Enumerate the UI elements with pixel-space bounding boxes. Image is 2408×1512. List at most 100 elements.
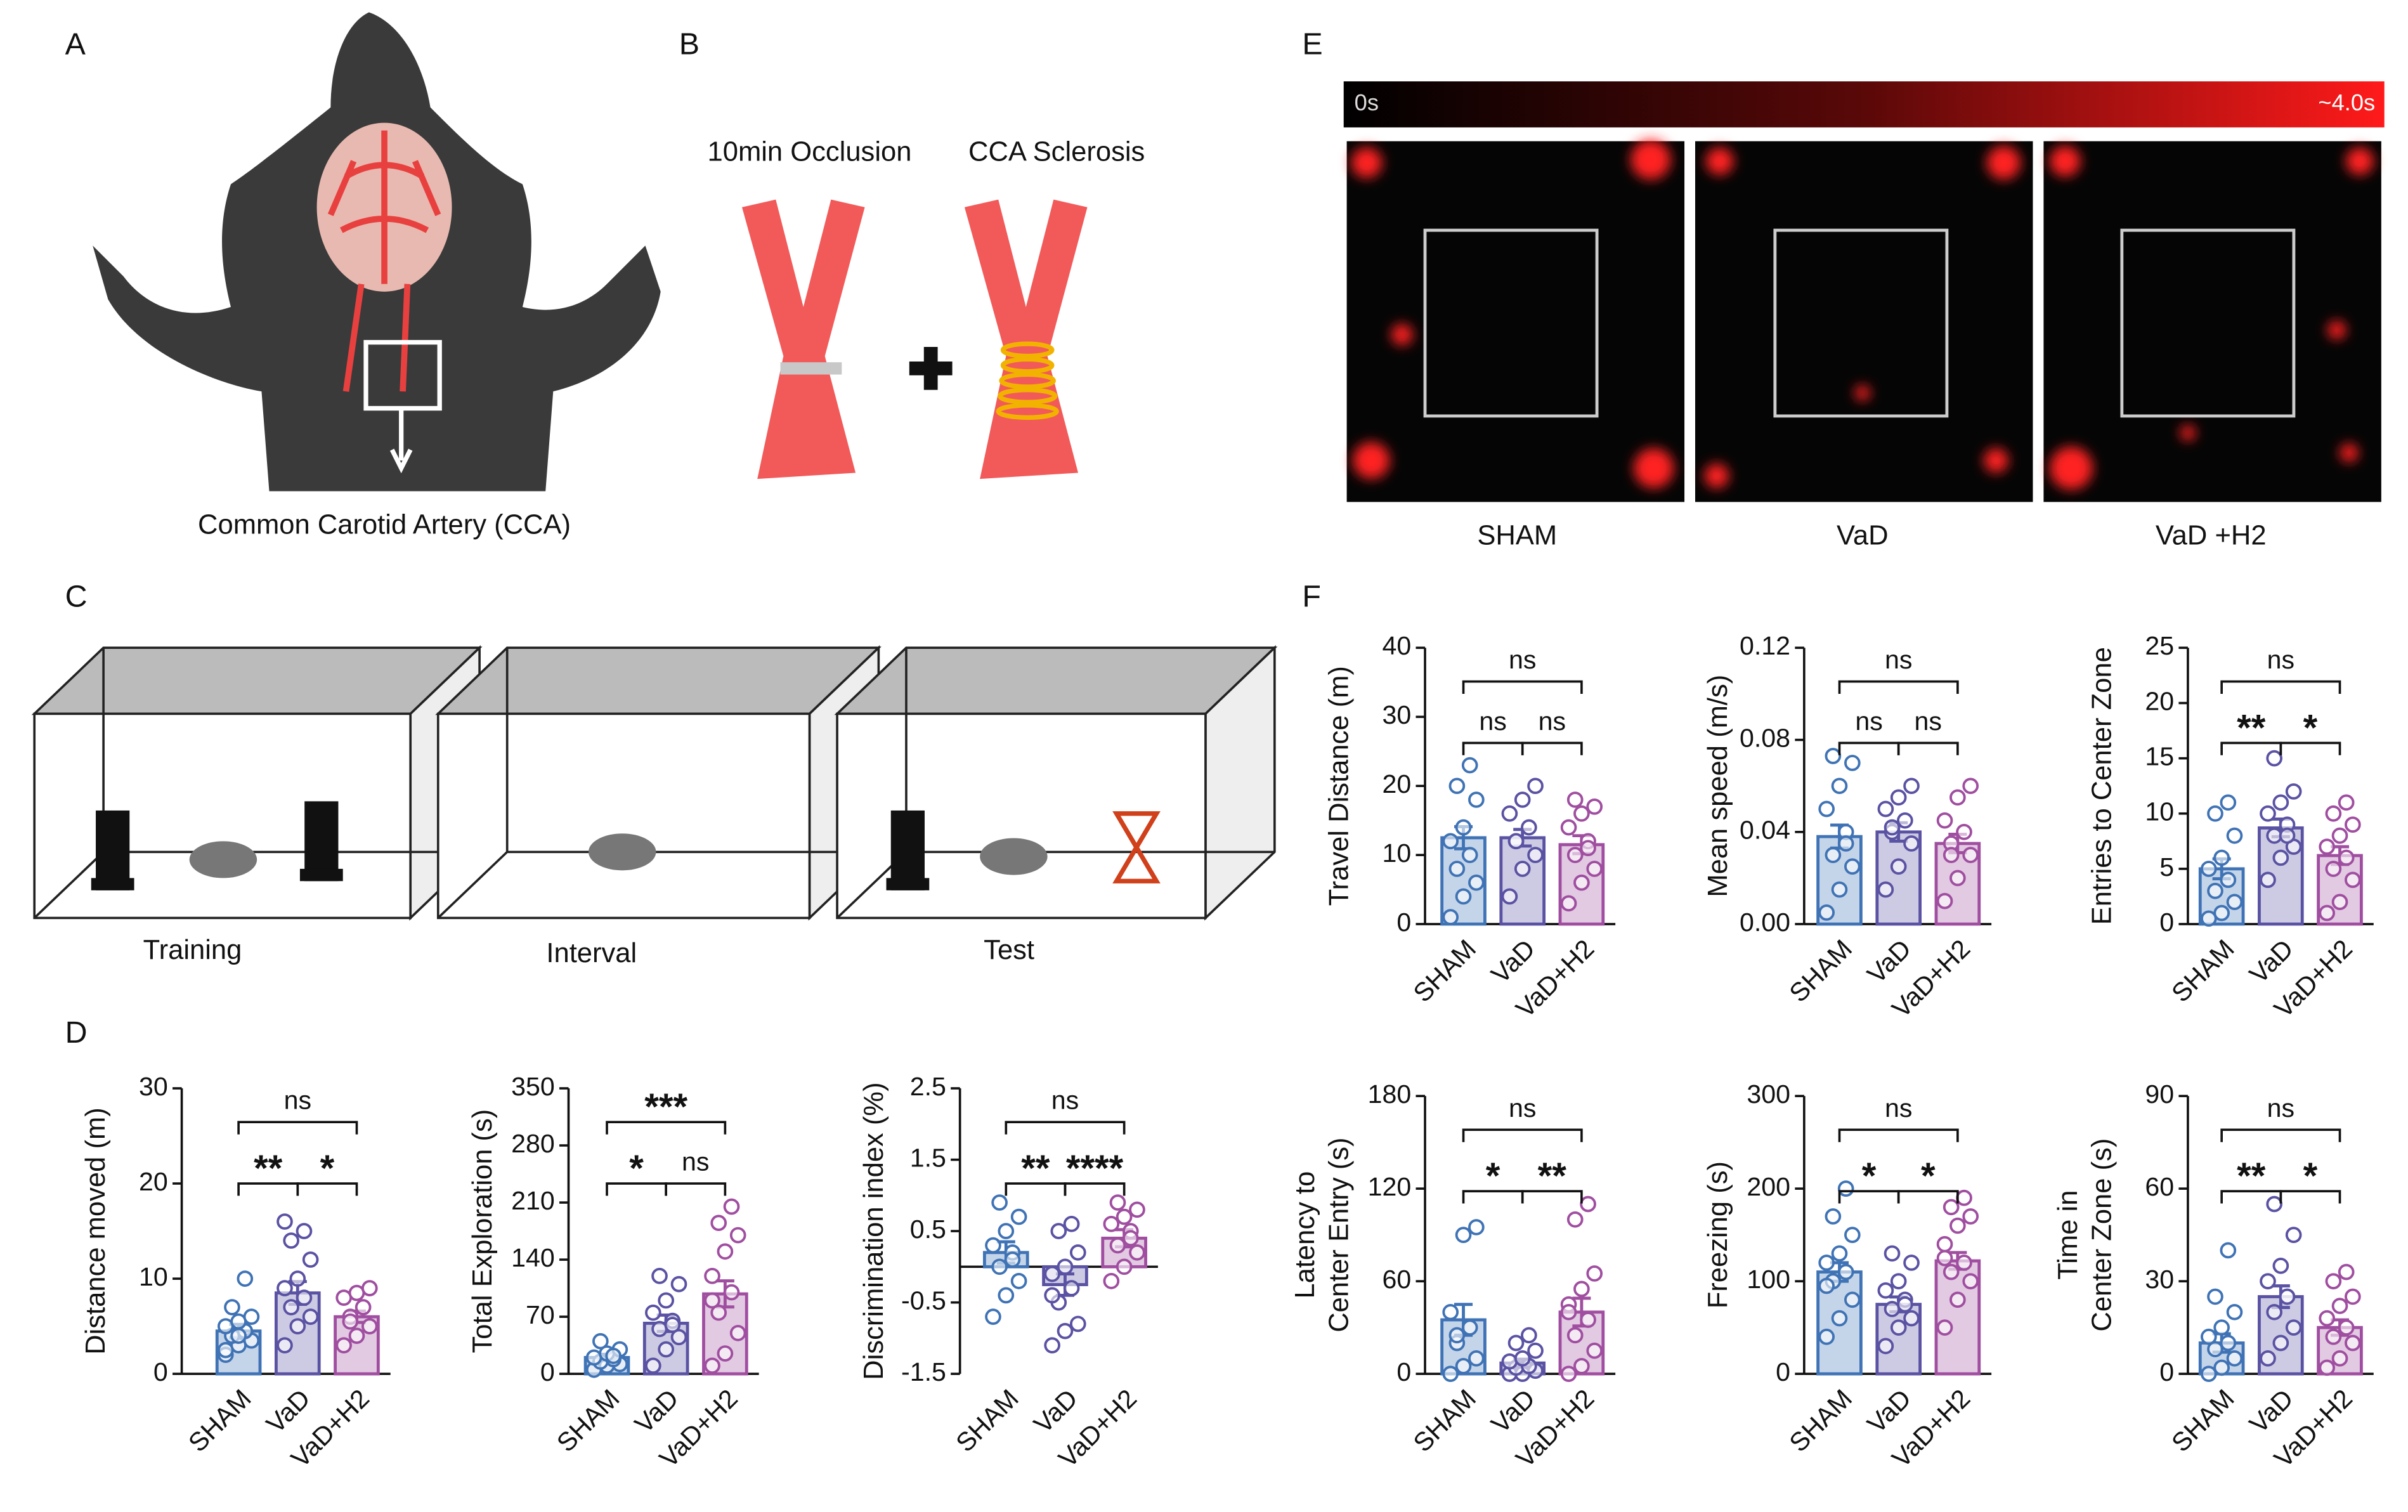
y-tick-label: 0 [540, 1357, 555, 1386]
data-point [1903, 1310, 1920, 1327]
y-axis-label: Total Exploration (s) [467, 1109, 498, 1353]
y-tick-label: 20 [1382, 769, 1411, 798]
data-point [2260, 1350, 2276, 1367]
label: CCA Sclerosis [968, 137, 1145, 167]
significance-label: * [1486, 1156, 1500, 1197]
label: Training [143, 935, 242, 965]
data-point [1573, 1281, 1590, 1298]
data-point [2319, 838, 2336, 855]
data-point [1116, 1208, 1133, 1225]
significance-bracket [1521, 1190, 1583, 1204]
data-point [1103, 1216, 1120, 1232]
y-tick-label: 180 [1368, 1079, 1412, 1109]
y-tick-label: 0 [1396, 1357, 1411, 1386]
data-point [2226, 827, 2243, 844]
data-point [985, 1308, 1001, 1325]
data-point [704, 1357, 720, 1374]
data-point [1455, 888, 1472, 905]
data-point [335, 1337, 352, 1353]
data-point [1455, 819, 1472, 836]
data-point [1063, 1216, 1080, 1232]
data-point [1566, 847, 1584, 863]
data-point [2338, 794, 2355, 811]
data-point [277, 1337, 293, 1353]
data-point [729, 1227, 746, 1244]
data-point [1566, 1327, 1584, 1344]
data-point [289, 1270, 306, 1287]
panel-letter: B [679, 27, 700, 61]
data-point [1442, 833, 1459, 850]
significance-label: **** [1066, 1148, 1124, 1189]
data-point [1573, 1358, 1590, 1374]
significance-bracket [665, 1182, 727, 1196]
data-point [289, 1318, 306, 1334]
data-point [1580, 840, 1596, 857]
significance-label: ** [1021, 1148, 1050, 1189]
data-point [1936, 1249, 1953, 1267]
data-point [2260, 871, 2276, 889]
data-point [1831, 1310, 1848, 1327]
data-point [1956, 823, 1972, 840]
data-point [1962, 778, 1979, 795]
data-point [1586, 1342, 1603, 1359]
data-point [283, 1299, 299, 1315]
significance-label: ns [1539, 707, 1566, 736]
data-point [1831, 881, 1848, 898]
significance-bracket [1462, 741, 1524, 755]
data-point [592, 1333, 609, 1350]
significance-bracket [2220, 680, 2341, 694]
data-point [1818, 904, 1835, 921]
data-point [361, 1318, 378, 1334]
data-point [2201, 861, 2217, 877]
data-point [1936, 1235, 1953, 1253]
data-point [1586, 1265, 1603, 1282]
data-point [1825, 847, 1842, 863]
data-point [1109, 1237, 1126, 1254]
data-point [1122, 1230, 1139, 1247]
significance-bracket [1838, 680, 1959, 694]
y-tick-label: 10 [2145, 797, 2174, 826]
data-point [2220, 1334, 2237, 1352]
significance-bracket [237, 1121, 358, 1135]
significance-label: ns [2267, 1093, 2294, 1123]
data-point [2319, 1359, 2336, 1376]
y-tick-label: 1.5 [910, 1143, 946, 1172]
data-point [2345, 1334, 2361, 1352]
y-axis-label: Freezing (s) [1703, 1161, 1733, 1308]
y-tick-label: 0.12 [1740, 631, 1790, 660]
y-tick-label: 40 [1382, 631, 1411, 660]
data-point [1818, 1255, 1835, 1271]
label: VaD +H2 [2156, 521, 2267, 551]
panel-letter: D [65, 1015, 88, 1050]
y-tick-label: 5 [2159, 852, 2174, 882]
y-tick-label: 10 [139, 1262, 168, 1291]
data-point [277, 1280, 293, 1296]
data-point [1877, 800, 1894, 818]
y-tick-label: 30 [139, 1072, 168, 1101]
significance-label: ns [1885, 645, 1912, 674]
data-point [1507, 1334, 1525, 1352]
data-point [2285, 1227, 2302, 1243]
data-point [2272, 794, 2289, 811]
significance-bracket [1897, 1190, 1959, 1204]
data-point [296, 1289, 313, 1306]
data-point [1837, 1263, 1854, 1281]
data-point [2331, 827, 2348, 844]
data-point [1129, 1244, 1145, 1261]
data-point [1936, 892, 1953, 909]
y-tick-label: 70 [526, 1300, 555, 1329]
y-tick-label: 100 [1747, 1265, 1790, 1294]
data-point [2319, 904, 2336, 922]
data-point [1455, 1227, 1472, 1243]
data-point [1514, 1350, 1531, 1367]
data-point [723, 1198, 740, 1215]
data-point [729, 1325, 746, 1341]
y-tick-label: 60 [2145, 1172, 2174, 1201]
y-tick-label: 90 [2145, 1079, 2174, 1109]
x-tick-label: SHAM [551, 1384, 625, 1458]
data-point [1468, 792, 1485, 808]
data-point [2266, 1303, 2283, 1320]
data-point [355, 1299, 372, 1315]
significance-label: ns [1051, 1086, 1079, 1115]
significance-label: *** [644, 1086, 687, 1128]
